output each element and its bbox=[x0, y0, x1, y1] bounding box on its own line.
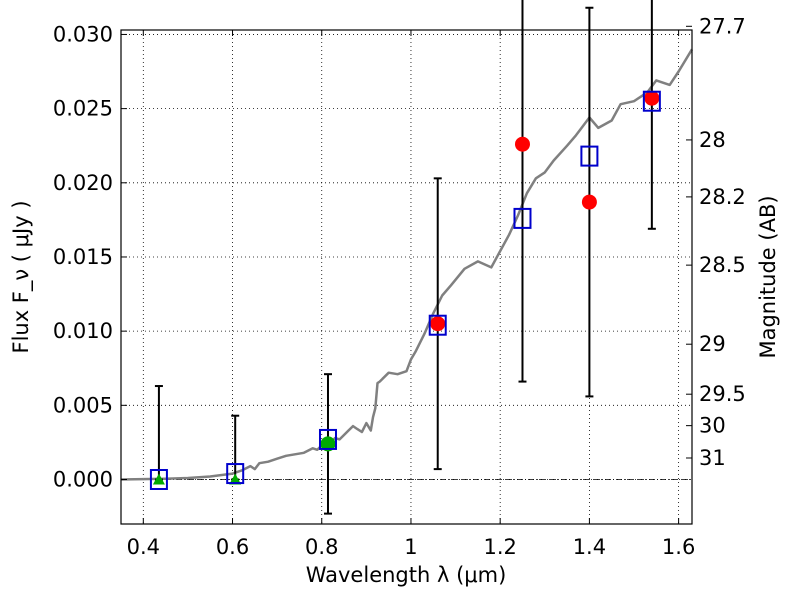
model-photometry-square bbox=[513, 207, 532, 229]
y-tick-label: 0.020 bbox=[53, 171, 113, 195]
model-photometry-square bbox=[580, 145, 599, 167]
right-axis-label: Magnitude (AB) bbox=[756, 195, 780, 358]
data-point-circle bbox=[514, 136, 530, 152]
y-axis-left: 0.000 0.005 0.010 0.015 0.020 0.025 0.030 bbox=[53, 22, 127, 491]
right-tick-label: 30 bbox=[699, 414, 726, 438]
y-tick-label: 0.010 bbox=[53, 319, 113, 343]
x-axis: 0.4 0.6 0.8 1 1.2 1.4 1.6 bbox=[127, 30, 695, 559]
right-tick-label: 29 bbox=[699, 332, 726, 356]
x-tick-label: 1.2 bbox=[483, 535, 516, 559]
x-axis-label: Wavelength λ (μm) bbox=[306, 563, 507, 587]
x-tick-label: 0.8 bbox=[305, 535, 338, 559]
model-photometry-square bbox=[318, 428, 337, 450]
model-photometry-square bbox=[226, 463, 245, 485]
model-spectrum bbox=[120, 48, 694, 481]
data-point-circle bbox=[320, 436, 336, 452]
x-tick-label: 1 bbox=[404, 535, 417, 559]
y-tick-label: 0.005 bbox=[53, 393, 113, 417]
y-tick-label: 0.000 bbox=[53, 467, 113, 491]
data-point-circle bbox=[430, 316, 446, 332]
data-point-circle bbox=[581, 194, 597, 210]
x-tick-label: 0.6 bbox=[216, 535, 249, 559]
data-point-circle bbox=[644, 90, 660, 106]
upper-limit-triangle bbox=[229, 473, 242, 485]
model-photometry-square bbox=[149, 468, 168, 490]
right-tick-label: 31 bbox=[699, 446, 726, 470]
right-tick-label: 28 bbox=[699, 128, 726, 152]
x-tick-label: 1.4 bbox=[573, 535, 606, 559]
x-tick-label: 1.6 bbox=[662, 535, 695, 559]
y-tick-label: 0.030 bbox=[53, 22, 113, 46]
data-markers bbox=[149, 90, 661, 490]
upper-limit-triangle bbox=[152, 473, 165, 485]
y-axis-right: 27.7 28 28.2 28.5 29 29.5 30 31 bbox=[686, 14, 746, 470]
right-tick-label: 28.5 bbox=[699, 253, 746, 277]
right-tick-label: 28.2 bbox=[699, 185, 746, 209]
plot-frame bbox=[120, 29, 693, 525]
model-photometry-square bbox=[428, 314, 447, 336]
x-tick-label: 0.4 bbox=[127, 535, 160, 559]
plot-area bbox=[121, 30, 692, 524]
model-photometry-square bbox=[642, 90, 661, 112]
right-tick-label: 27.7 bbox=[699, 14, 746, 38]
y-axis-label: Flux F_ν ( μJy ) bbox=[9, 200, 34, 353]
y-tick-label: 0.015 bbox=[53, 245, 113, 269]
y-tick-label: 0.025 bbox=[53, 97, 113, 121]
right-tick-label: 29.5 bbox=[699, 382, 746, 406]
spectrum-line bbox=[120, 48, 694, 481]
